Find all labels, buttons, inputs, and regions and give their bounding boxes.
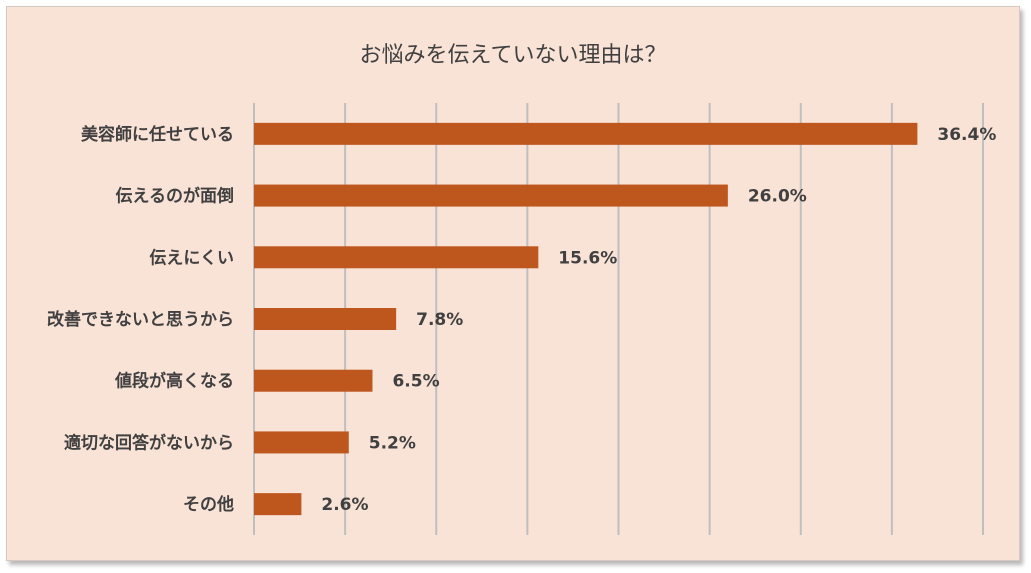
gridlines xyxy=(253,103,984,535)
category-label: 伝えにくい xyxy=(149,247,234,268)
bar xyxy=(254,246,539,269)
chart-title: お悩みを伝えていない理由は？ xyxy=(360,43,667,68)
data-label: 26.0% xyxy=(748,187,807,207)
data-label: 6.5% xyxy=(392,372,439,392)
category-label: 美容師に任せている xyxy=(81,124,234,145)
category-label: 伝えるのが面倒 xyxy=(116,186,235,207)
category-label: 値段が高くなる xyxy=(114,371,234,392)
data-label: 7.8% xyxy=(416,310,463,330)
chart-frame: お悩みを伝えていない理由は？ 美容師に任せている 36.4% 伝えるのが面倒 26.0… xyxy=(6,6,1020,561)
bar xyxy=(254,308,397,330)
category-label: その他 xyxy=(183,494,234,515)
data-label: 5.2% xyxy=(369,433,416,453)
data-label: 15.6% xyxy=(558,248,617,268)
bar-chart: お悩みを伝えていない理由は？ 美容師に任せている 36.4% 伝えるのが面倒 26.0… xyxy=(47,43,996,535)
bars xyxy=(254,122,918,516)
data-label: 2.6% xyxy=(321,495,368,515)
category-label: 改善できないと思うから xyxy=(47,309,234,330)
bar xyxy=(254,122,918,145)
labels: 美容師に任せている 36.4% 伝えるのが面倒 26.0% 伝えにくい 15.6% 改善でき… xyxy=(47,124,996,515)
data-label: 36.4% xyxy=(937,125,996,145)
bar xyxy=(254,369,373,392)
bar xyxy=(254,493,302,516)
bar xyxy=(254,184,728,207)
category-label: 適切な回答がないから xyxy=(64,432,234,453)
bar xyxy=(254,431,349,454)
